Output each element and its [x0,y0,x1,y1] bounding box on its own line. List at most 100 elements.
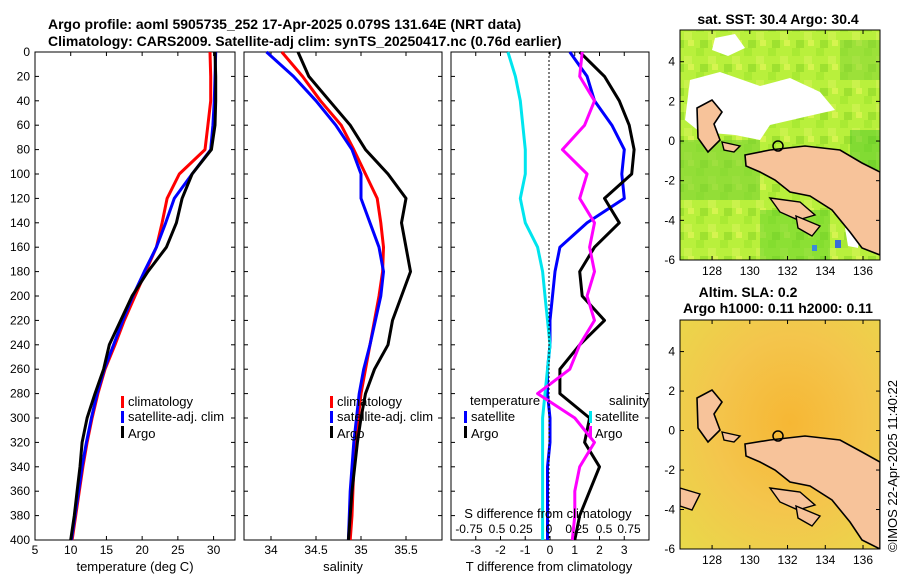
legend-satellite-label: satellite-adj. clim [128,409,224,424]
lon-tick-label: 130 [740,553,760,567]
s-diff-tick-label: 0.5 [596,522,613,536]
s-diff-tick-label: 0 [546,522,553,536]
lon-tick-label: 134 [815,553,835,567]
s-diff-tick-label: 0.25 [565,522,589,536]
difference-panel-frame [450,51,650,541]
x-tick-label: 35 [354,543,368,557]
land-islands [721,141,742,153]
lat-tick-label: -6 [664,542,675,556]
x-tick-label: 34.5 [304,543,328,557]
land-islands [680,487,701,511]
legend-argo-label: Argo [128,426,155,441]
legend-temp-argo-label: Argo [471,426,498,441]
depth-tick-label: 80 [17,143,31,157]
depth-tick-label: 320 [10,435,30,449]
series-line [280,51,385,541]
x-tick-label: 15 [100,543,114,557]
depth-tick-label: 380 [10,509,30,523]
lat-tick-label: -6 [664,253,675,267]
difference-series [506,50,636,541]
legend-satellite-label: satellite-adj. clim [337,409,433,424]
difference-xlabel: T difference from climatology [466,559,633,574]
depth-tick-label: 280 [10,387,30,401]
depth-tick-label: 100 [10,167,30,181]
sst-map-title: sat. SST: 30.4 Argo: 30.4 [697,11,859,27]
lat-tick-label: -2 [664,174,675,188]
lat-tick-label: 0 [668,134,675,148]
s-difference-label: S difference from climatology [464,506,632,521]
temperature-series [69,51,218,541]
lat-tick-label: -4 [664,213,675,227]
legend-satellite-swatch [330,411,333,423]
series-line [558,50,636,541]
legend-argo-label: Argo [337,426,364,441]
depth-tick-label: 60 [17,118,31,132]
x-tick-label: 3 [621,543,628,557]
imos-credit: ©IMOS 22-Apr-2025 11:40:22 [885,380,900,552]
series-line [69,51,218,541]
sla-map-title-line1: Altim. SLA: 0.2 [699,284,798,300]
land-bird-head-peninsula [744,145,880,256]
land-bird-head-peninsula [744,435,880,549]
sst-greener-area [680,140,760,200]
s-difference-tick-labels: -0.75 0.5 0.25 0 0.25 0.5 0.75 [455,522,641,536]
salinity-panel-frame [243,51,443,541]
lon-tick-label: 128 [702,264,722,278]
x-tick-label: 25 [171,543,185,557]
lat-tick-label: -4 [664,503,675,517]
difference-axis: -3 -2 -1 0 1 2 3 [451,51,649,557]
depth-tick-label: 360 [10,484,30,498]
depth-tick-label: 120 [10,191,30,205]
series-line [536,51,596,541]
x-tick-label: 10 [64,543,78,557]
s-diff-tick-label: -0.75 [455,522,483,536]
figure-title-line1: Argo profile: aoml 5905735_252 17-Apr-20… [48,16,521,32]
depth-tick-label: 0 [23,45,30,59]
sla-map-frame [679,319,881,550]
lon-tick-label: 132 [778,553,798,567]
lat-tick-label: 2 [668,94,675,108]
x-tick-label: 5 [32,543,39,557]
legend-sal-satellite-swatch [589,411,592,423]
salinity-xlabel: salinity [323,559,363,574]
temperature-xlabel: temperature (deg C) [76,559,193,574]
series-line [296,51,412,541]
series-line [70,51,213,541]
depth-tick-label: 400 [10,533,30,547]
legend-climatology-label: climatology [337,394,403,409]
argo-float-location [772,140,784,152]
legend-sal-satellite-label: satellite [595,409,639,424]
sla-map-title-line2: Argo h1000: 0.11 h2000: 0.11 [683,300,873,316]
x-tick-label: -3 [470,543,481,557]
x-tick-label: 20 [135,543,149,557]
legend-climatology-label: climatology [128,394,194,409]
legend-satellite-swatch [121,411,124,423]
legend-sal-argo-label: Argo [595,426,622,441]
land-islands [795,504,822,527]
salinity-series [265,50,412,541]
sst-greener-area [840,40,880,80]
depth-axis: 0 20 40 60 80 100 120 140 160 180 200 220 240 260 280 3… [10,45,30,547]
depth-tick-label: 300 [10,411,30,425]
s-diff-tick-label: 0.75 [617,522,641,536]
lon-tick-label: 130 [740,264,760,278]
depth-tick-label: 240 [10,338,30,352]
legend-salinity-heading: salinity [609,393,649,408]
sst-no-data-region [685,72,835,140]
lon-tick-label: 134 [815,264,835,278]
figure-title-line2: Climatology: CARS2009. Satellite-adj cli… [48,33,562,49]
lat-tick-label: 4 [668,55,675,69]
depth-tick-label: 40 [17,94,31,108]
depth-tick-label: 220 [10,313,30,327]
sla-map-axes: 128 130 132 134 136 4 2 0 -2 -4 -6 [664,320,880,567]
sst-map [680,30,880,260]
legend-temp-satellite-label: satellite [471,409,515,424]
legend-argo-swatch [330,426,333,438]
x-tick-label: -2 [495,543,506,557]
sst-map-frame [679,29,881,261]
x-tick-label: 1 [571,543,578,557]
land-islands [795,214,822,237]
depth-tick-label: 340 [10,460,30,474]
s-diff-tick-label: 0.25 [509,522,533,536]
